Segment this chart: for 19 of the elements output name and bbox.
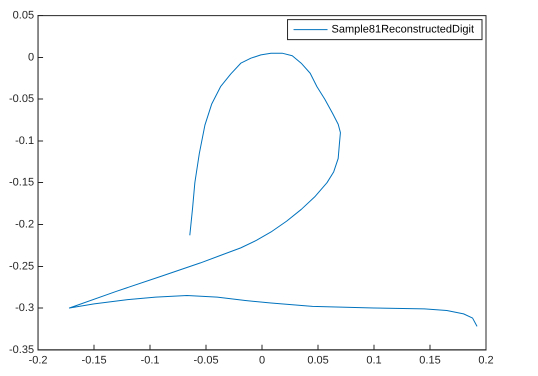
x-tick-label: -0.2 xyxy=(28,354,48,366)
y-tick-label: -0.15 xyxy=(8,176,34,189)
y-tick-label: -0.05 xyxy=(8,93,34,106)
x-tick-label: 0.15 xyxy=(419,354,441,366)
y-tick-label: -0.25 xyxy=(8,260,34,272)
x-tick-label: -0.15 xyxy=(82,354,107,366)
x-tick-label: 0 xyxy=(258,354,266,366)
x-tick-label: 0.1 xyxy=(366,354,382,366)
y-tick-label: -0.2 xyxy=(15,218,34,231)
x-tick-label: 0.05 xyxy=(307,354,329,366)
y-tick-label: -0.35 xyxy=(8,344,34,356)
x-tick-label: -0.05 xyxy=(194,354,219,366)
y-tick-label: 0.05 xyxy=(12,10,34,22)
x-tick-label: 0.2 xyxy=(478,354,494,366)
y-tick-label: 0 xyxy=(28,51,34,64)
y-tick-label: -0.3 xyxy=(15,302,34,314)
legend-label: Sample81ReconstructedDigit xyxy=(332,24,474,36)
x-tick-label: -0.1 xyxy=(140,354,160,366)
y-tick-label: -0.1 xyxy=(15,134,34,147)
